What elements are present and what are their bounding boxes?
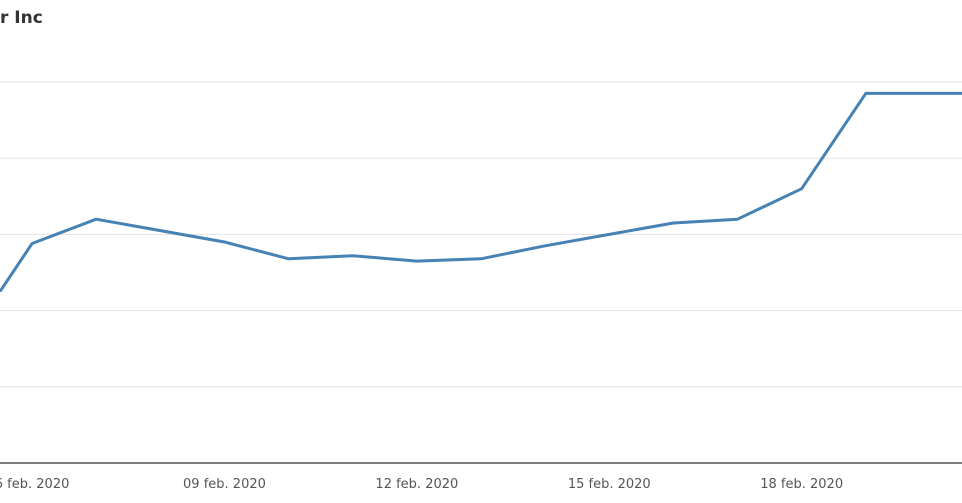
chart-title: r Inc (0, 8, 43, 28)
x-tick-label: 6 feb. 2020 (0, 477, 69, 492)
gridlines (0, 81, 962, 388)
x-tick-labels: 6 feb. 2020 09 feb. 2020 12 feb. 2020 15 fe… (0, 477, 843, 492)
series-line (0, 91, 962, 293)
x-tick-label: 15 feb. 2020 (568, 477, 651, 492)
x-tick-label: 18 feb. 2020 (760, 477, 843, 492)
x-tick-label: 09 feb. 2020 (183, 477, 266, 492)
series-group (0, 91, 962, 293)
x-tick-label: 12 feb. 2020 (375, 477, 458, 492)
